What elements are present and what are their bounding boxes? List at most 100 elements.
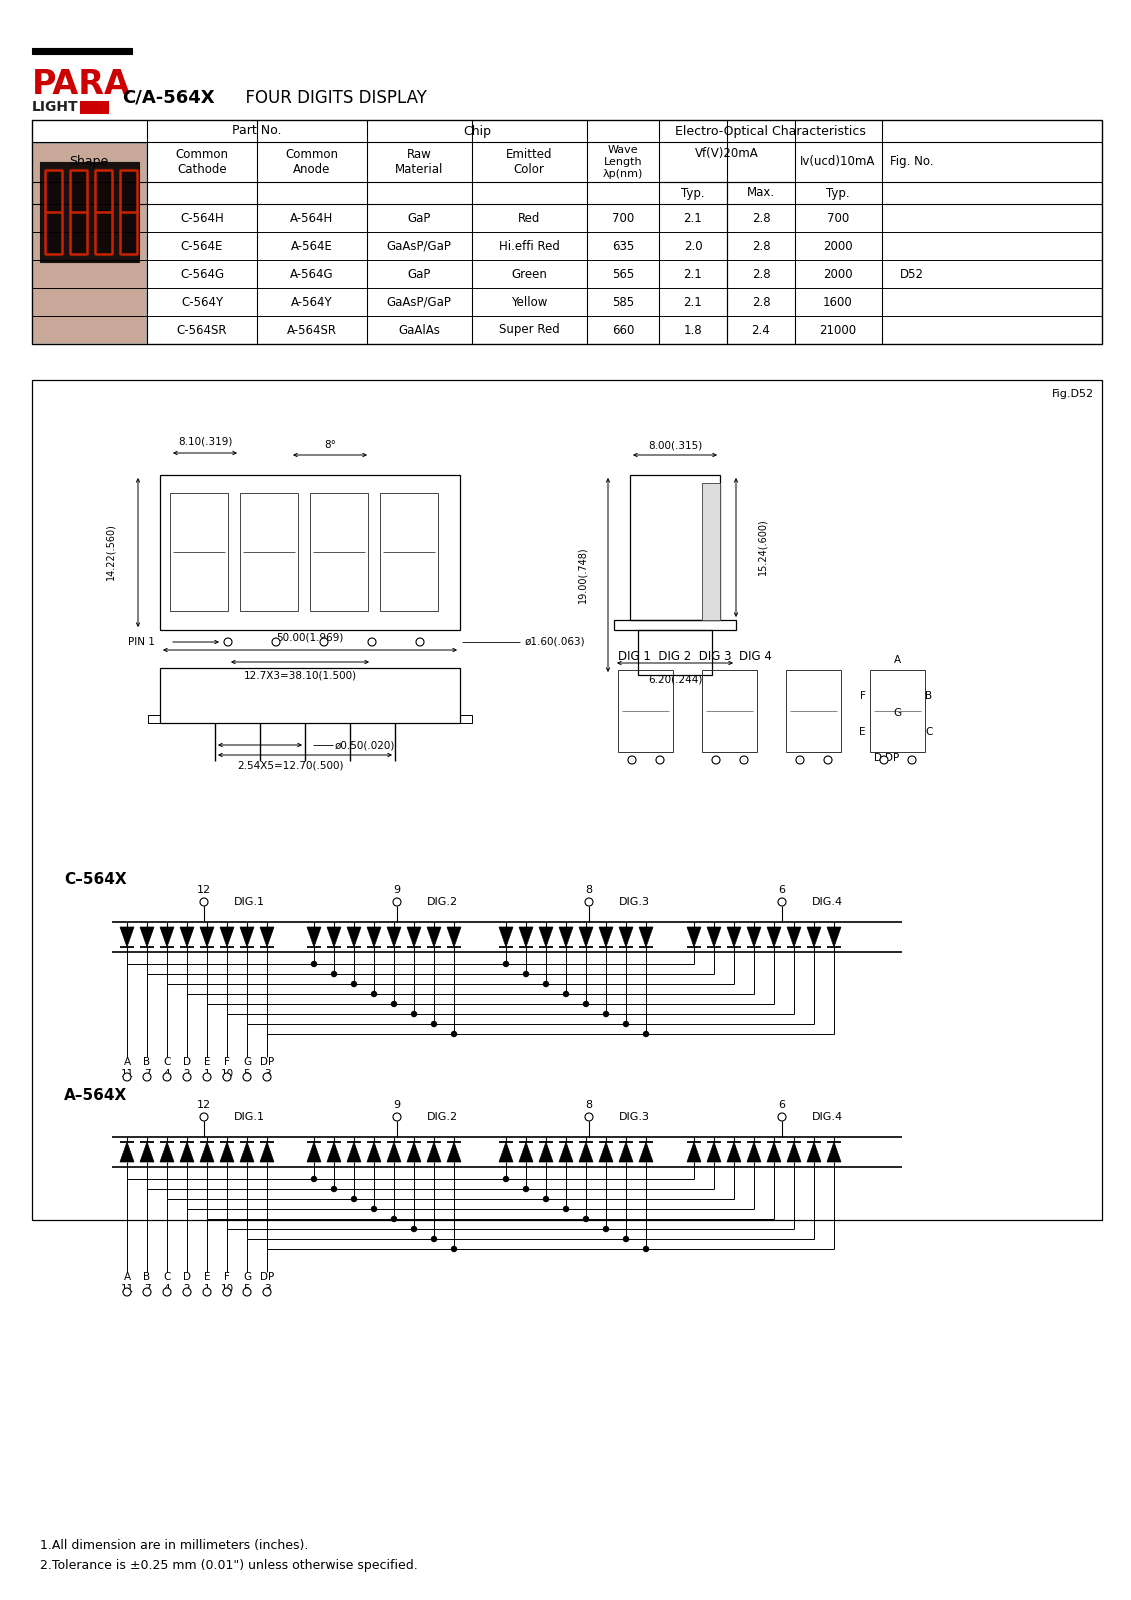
Polygon shape	[579, 1142, 593, 1162]
Text: 2: 2	[183, 1069, 190, 1078]
Polygon shape	[707, 1142, 720, 1162]
Polygon shape	[240, 1142, 254, 1162]
Text: Max.: Max.	[746, 187, 775, 200]
Polygon shape	[599, 1142, 613, 1162]
Bar	[80, 101, 107, 114]
Polygon shape	[260, 926, 274, 947]
Text: 8: 8	[586, 1101, 593, 1110]
Text: GaP: GaP	[407, 267, 431, 280]
Polygon shape	[200, 1142, 214, 1162]
Text: Part No.: Part No.	[232, 125, 282, 138]
Text: 2.Tolerance is ±0.25 mm (0.01") unless otherwise specified.: 2.Tolerance is ±0.25 mm (0.01") unless o…	[40, 1558, 417, 1571]
Polygon shape	[499, 1142, 513, 1162]
Text: A: A	[123, 1272, 130, 1282]
Text: 2.4: 2.4	[752, 323, 770, 336]
Text: 2.1: 2.1	[683, 211, 702, 224]
Text: Green: Green	[511, 267, 547, 280]
Polygon shape	[347, 1142, 361, 1162]
Bar	[870, 670, 925, 752]
Text: 11: 11	[120, 1283, 133, 1294]
Text: 10: 10	[221, 1283, 234, 1294]
Circle shape	[778, 898, 786, 906]
Text: A-564SR: A-564SR	[287, 323, 337, 336]
Circle shape	[416, 638, 424, 646]
Polygon shape	[180, 926, 195, 947]
Text: 19.00(.748): 19.00(.748)	[577, 547, 587, 603]
Text: 11: 11	[120, 1069, 133, 1078]
Polygon shape	[599, 926, 613, 947]
Text: 7: 7	[144, 1069, 150, 1078]
Circle shape	[243, 1288, 251, 1296]
Bar	[614, 619, 736, 630]
Text: 565: 565	[612, 267, 634, 280]
Text: D52: D52	[900, 267, 924, 280]
Text: 10: 10	[221, 1069, 234, 1078]
Circle shape	[604, 1227, 608, 1232]
Text: 700: 700	[612, 211, 634, 224]
Bar	[702, 483, 720, 619]
Polygon shape	[787, 1142, 801, 1162]
Circle shape	[264, 1074, 271, 1082]
Bar	[33, 142, 146, 342]
Text: 3: 3	[264, 1283, 270, 1294]
Text: A-564E: A-564E	[291, 240, 333, 253]
Text: A–564X: A–564X	[64, 1088, 128, 1102]
Circle shape	[644, 1246, 648, 1251]
Text: E: E	[204, 1272, 210, 1282]
Bar	[638, 630, 713, 675]
Circle shape	[311, 962, 317, 966]
Circle shape	[412, 1011, 416, 1016]
Polygon shape	[428, 926, 441, 947]
Text: PARA: PARA	[32, 69, 131, 101]
Polygon shape	[639, 926, 653, 947]
Text: Fig. No.: Fig. No.	[890, 155, 934, 168]
Circle shape	[391, 1002, 397, 1006]
Text: Typ.: Typ.	[681, 187, 705, 200]
Text: C: C	[163, 1272, 171, 1282]
Bar	[32, 120, 1102, 344]
Text: 2.8: 2.8	[752, 211, 770, 224]
Text: C-564SR: C-564SR	[176, 323, 227, 336]
Text: DIG.3: DIG.3	[619, 898, 650, 907]
Text: F: F	[224, 1058, 230, 1067]
Circle shape	[123, 1074, 131, 1082]
Text: Iv(ucd)10mA: Iv(ucd)10mA	[801, 155, 875, 168]
Text: DIG.3: DIG.3	[619, 1112, 650, 1122]
Text: GaP: GaP	[407, 211, 431, 224]
Text: 2.1: 2.1	[683, 296, 702, 309]
Text: A: A	[123, 1058, 130, 1067]
Text: DIG.4: DIG.4	[812, 1112, 843, 1122]
Bar	[148, 715, 159, 723]
Text: FOUR DIGITS DISPLAY: FOUR DIGITS DISPLAY	[235, 90, 426, 107]
Text: 2000: 2000	[823, 267, 853, 280]
Text: 2000: 2000	[823, 240, 853, 253]
Text: Common
Cathode: Common Cathode	[175, 149, 228, 176]
Bar	[460, 715, 472, 723]
Text: DP: DP	[884, 754, 899, 763]
Polygon shape	[559, 1142, 573, 1162]
Text: F: F	[224, 1272, 230, 1282]
Circle shape	[880, 757, 888, 765]
Text: 50.00(1.969): 50.00(1.969)	[276, 634, 344, 643]
Circle shape	[183, 1074, 191, 1082]
Text: 1: 1	[204, 1069, 210, 1078]
Polygon shape	[120, 926, 133, 947]
Text: C: C	[163, 1058, 171, 1067]
Text: 6.20(.244): 6.20(.244)	[648, 674, 702, 685]
Text: C–564X: C–564X	[64, 872, 127, 888]
Circle shape	[644, 1032, 648, 1037]
Text: DIG.2: DIG.2	[428, 898, 458, 907]
Text: DIG.1: DIG.1	[234, 898, 265, 907]
Text: D: D	[874, 754, 882, 763]
Polygon shape	[499, 926, 513, 947]
Text: 6: 6	[778, 1101, 786, 1110]
Polygon shape	[428, 1142, 441, 1162]
Bar	[119, 168, 138, 256]
Polygon shape	[559, 926, 573, 947]
Polygon shape	[327, 1142, 342, 1162]
Circle shape	[584, 1216, 588, 1221]
Text: 1.All dimension are in millimeters (inches).: 1.All dimension are in millimeters (inch…	[40, 1539, 309, 1552]
Text: 14.22(.560): 14.22(.560)	[105, 523, 115, 581]
Text: B: B	[925, 691, 933, 701]
Text: DP: DP	[260, 1272, 274, 1282]
